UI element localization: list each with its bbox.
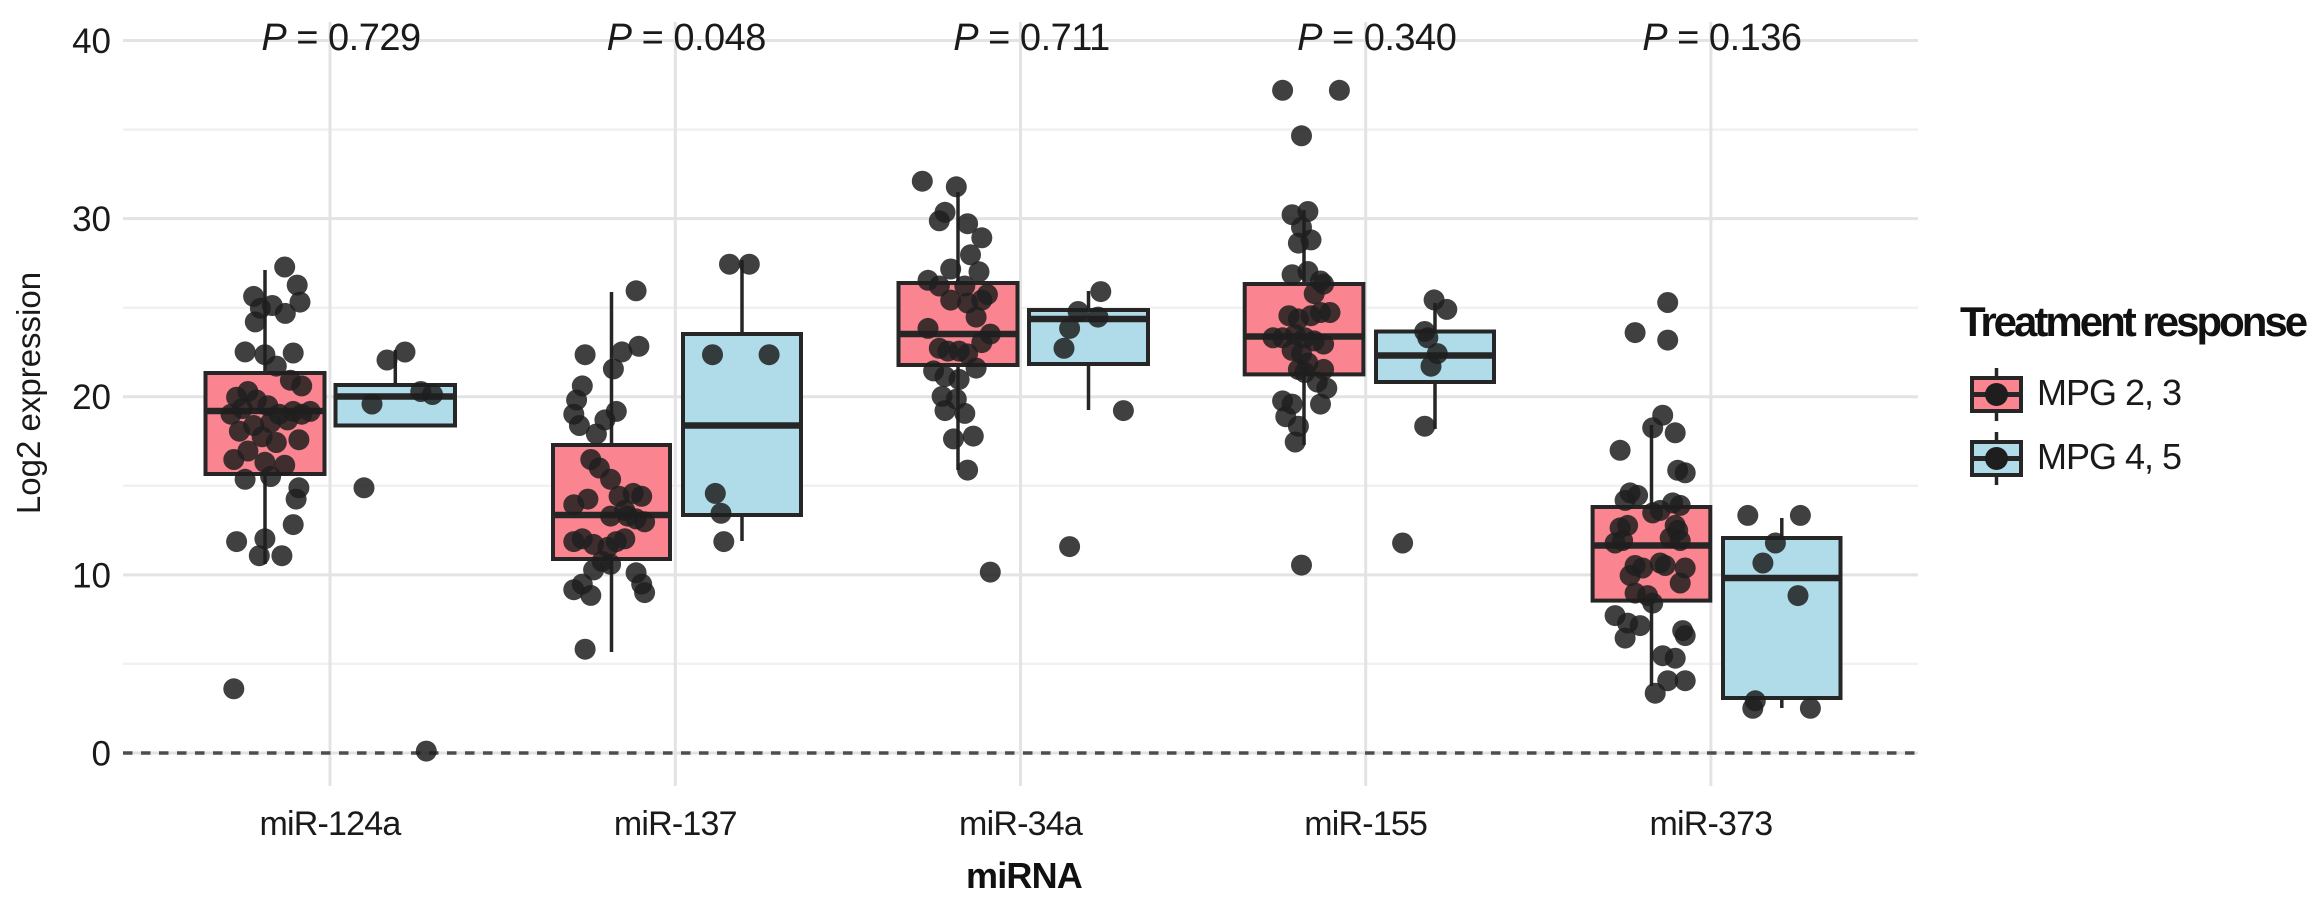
svg-text:MPG 2, 3: MPG 2, 3 xyxy=(2037,372,2181,413)
svg-text:30: 30 xyxy=(72,200,111,239)
svg-text:miR-373: miR-373 xyxy=(1649,805,1772,843)
svg-text:miR-137: miR-137 xyxy=(614,805,737,843)
svg-text:MPG 4, 5: MPG 4, 5 xyxy=(2037,436,2181,477)
svg-text:20: 20 xyxy=(72,378,111,417)
svg-text:Treatment response: Treatment response xyxy=(1960,298,2307,345)
svg-text:0: 0 xyxy=(92,735,111,774)
svg-text:P = 0.729: P = 0.729 xyxy=(261,17,420,59)
svg-text:P = 0.136: P = 0.136 xyxy=(1642,17,1801,59)
svg-text:P = 0.340: P = 0.340 xyxy=(1297,17,1456,59)
svg-text:P = 0.711: P = 0.711 xyxy=(953,17,1109,59)
svg-text:miRNA: miRNA xyxy=(966,855,1083,896)
svg-text:Log2 expression: Log2 expression xyxy=(10,272,47,514)
svg-text:miR-155: miR-155 xyxy=(1304,805,1427,843)
svg-text:10: 10 xyxy=(72,556,111,595)
svg-text:40: 40 xyxy=(72,22,111,61)
svg-text:P = 0.048: P = 0.048 xyxy=(607,17,766,59)
svg-text:miR-124a: miR-124a xyxy=(260,805,402,843)
svg-text:miR-34a: miR-34a xyxy=(959,805,1083,843)
